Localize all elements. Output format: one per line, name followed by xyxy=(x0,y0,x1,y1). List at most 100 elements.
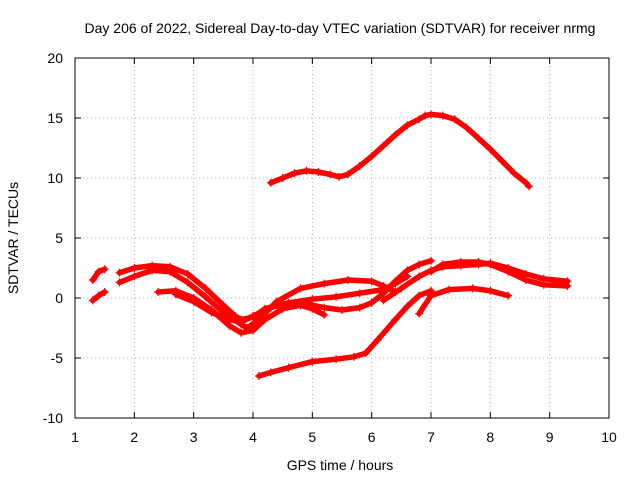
data-point xyxy=(249,326,257,335)
data-point xyxy=(314,168,323,176)
data-point xyxy=(504,291,513,300)
data-point xyxy=(486,145,495,154)
data-point xyxy=(94,291,103,300)
data-point xyxy=(391,279,400,288)
series-arc-a xyxy=(88,265,109,284)
data-point xyxy=(320,303,329,312)
data-point xyxy=(237,318,246,326)
data-point xyxy=(201,284,210,293)
series-arc-d xyxy=(115,266,400,332)
data-point xyxy=(343,170,352,179)
data-point xyxy=(468,284,477,293)
data-point xyxy=(100,288,109,296)
data-point xyxy=(403,302,412,311)
data-point xyxy=(302,166,311,175)
data-point xyxy=(521,276,530,284)
x-tick-label: 5 xyxy=(308,429,316,445)
data-point xyxy=(355,289,364,298)
data-point xyxy=(498,157,507,166)
data-point xyxy=(308,295,317,304)
data-point xyxy=(355,162,364,170)
data-point xyxy=(427,291,435,300)
y-tick-label: 20 xyxy=(47,50,63,66)
data-point xyxy=(225,315,234,324)
x-tick-label: 9 xyxy=(546,429,554,445)
data-point xyxy=(379,296,388,305)
data-point xyxy=(338,306,346,314)
data-point xyxy=(284,298,293,307)
data-point xyxy=(171,290,180,299)
chart-title: Day 206 of 2022, Sidereal Day-to-day VTE… xyxy=(85,20,596,36)
data-point xyxy=(415,272,424,281)
data-point xyxy=(183,270,192,278)
series-trace xyxy=(428,259,571,289)
data-point xyxy=(427,256,435,265)
series-trace xyxy=(380,260,571,304)
data-point xyxy=(415,115,424,124)
x-tick-label: 6 xyxy=(368,429,376,445)
data-point xyxy=(249,312,257,320)
series-trace xyxy=(256,288,434,379)
series-arc-high xyxy=(266,110,533,191)
data-point xyxy=(115,278,124,287)
data-point xyxy=(130,272,139,281)
data-point xyxy=(539,280,548,289)
data-point xyxy=(207,308,216,317)
data-point xyxy=(355,303,364,312)
data-point xyxy=(415,260,424,269)
data-point xyxy=(486,286,495,295)
y-axis-label: SDTVAR / TECUs xyxy=(5,182,21,294)
y-tick-label: 0 xyxy=(55,290,63,306)
x-tick-label: 10 xyxy=(601,429,617,445)
data-point xyxy=(266,368,275,377)
series-arc-e xyxy=(154,286,329,337)
data-point xyxy=(415,309,424,318)
data-point xyxy=(427,267,435,276)
data-point xyxy=(456,258,465,266)
data-point xyxy=(397,284,406,293)
data-point xyxy=(349,352,358,361)
data-point xyxy=(320,310,329,319)
data-point xyxy=(148,266,157,275)
axis-ticks: 1 2 3 4 5 6 7 8 9 10 -10 -5 0 5 10 15 20 xyxy=(43,50,617,445)
y-tick-label: 15 xyxy=(47,110,63,126)
series-arc-g xyxy=(415,284,513,318)
y-tick-label: -10 xyxy=(43,410,63,426)
x-tick-label: 4 xyxy=(249,429,257,445)
data-point xyxy=(403,121,412,130)
data-point xyxy=(474,258,483,266)
data-point xyxy=(335,172,344,181)
data-point xyxy=(296,284,305,293)
series-arc-low xyxy=(254,286,435,380)
data-point xyxy=(308,357,317,366)
data-point xyxy=(415,291,424,300)
data-point xyxy=(254,372,263,380)
y-tick-label: -5 xyxy=(51,350,64,366)
data-point xyxy=(266,178,275,187)
y-tick-label: 5 xyxy=(55,230,63,246)
data-point xyxy=(201,292,210,301)
data-point xyxy=(320,279,329,288)
x-tick-label: 1 xyxy=(71,429,79,445)
grid-lines xyxy=(75,58,609,418)
data-point xyxy=(189,297,198,306)
series-trace xyxy=(416,285,511,317)
x-axis-label: GPS time / hours xyxy=(287,457,394,473)
data-point xyxy=(219,301,228,310)
data-point xyxy=(474,134,483,143)
data-point xyxy=(284,363,293,372)
data-point xyxy=(438,111,447,120)
data-point xyxy=(504,267,513,276)
data-point xyxy=(94,267,103,276)
data-point xyxy=(427,110,435,119)
data-point xyxy=(88,276,97,284)
data-point xyxy=(308,304,317,313)
data-point xyxy=(237,328,246,337)
data-point xyxy=(367,298,376,307)
data-point xyxy=(183,278,192,287)
data-point xyxy=(510,169,519,178)
data-point xyxy=(367,277,376,286)
data-point xyxy=(88,296,97,305)
series-arc-i xyxy=(427,258,572,290)
